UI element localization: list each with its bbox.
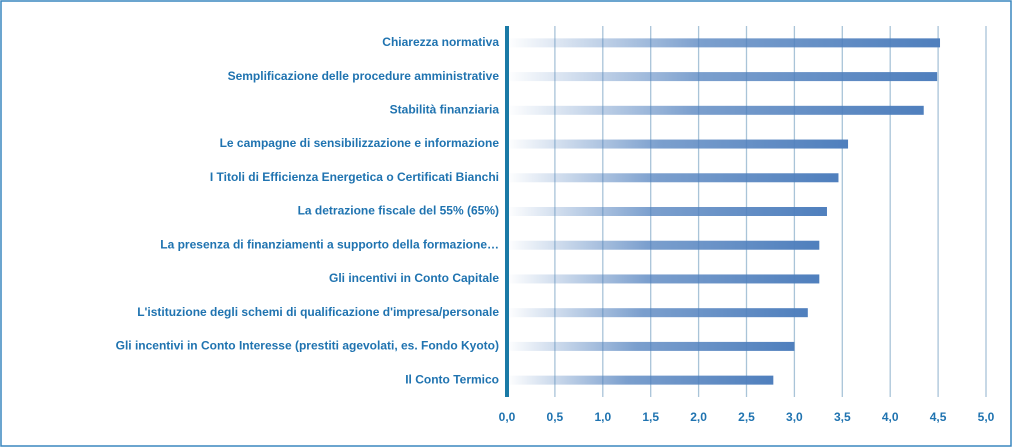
x-tick-label: 4,5 (930, 410, 947, 424)
y-tick-label: Chiarezza normativa (382, 35, 499, 49)
bar (507, 274, 820, 284)
y-tick-label: I Titoli di Efficienza Energetica o Cert… (210, 170, 499, 184)
y-tick-label: Gli incentivi in Conto Capitale (329, 271, 499, 285)
bar (507, 240, 820, 250)
x-tick-label: 0,0 (499, 410, 516, 424)
y-tick-label: La presenza di finanziamenti a supporto … (160, 237, 499, 251)
y-tick-label: Il Conto Termico (405, 372, 499, 386)
y-tick-label: Stabilità finanziaria (390, 102, 500, 116)
bar (507, 105, 924, 115)
x-tick-label: 4,0 (882, 410, 899, 424)
y-tick-label: Semplificazione delle procedure amminist… (228, 69, 500, 83)
y-tick-label: La detrazione fiscale del 55% (65%) (298, 204, 499, 218)
y-tick-label: Gli incentivi in Conto Interesse (presti… (116, 339, 499, 353)
x-tick-label: 3,0 (786, 410, 803, 424)
y-tick-label: L'istituzione degli schemi di qualificaz… (137, 305, 499, 319)
x-tick-label: 2,0 (690, 410, 707, 424)
bar (507, 207, 827, 216)
x-tick-label: 0,5 (547, 410, 564, 424)
x-tick-label: 1,5 (642, 410, 659, 424)
x-tick-label: 2,5 (738, 410, 755, 424)
bar (507, 308, 808, 318)
x-tick-label: 5,0 (978, 410, 995, 424)
bar (507, 38, 941, 48)
bar (507, 72, 938, 82)
bar (507, 139, 849, 149)
bar (507, 375, 774, 385)
bar (507, 173, 839, 183)
bar (507, 341, 795, 351)
x-tick-label: 1,0 (594, 410, 611, 424)
y-tick-label: Le campagne di sensibilizzazione e infor… (220, 136, 500, 150)
x-tick-label: 3,5 (834, 410, 851, 424)
